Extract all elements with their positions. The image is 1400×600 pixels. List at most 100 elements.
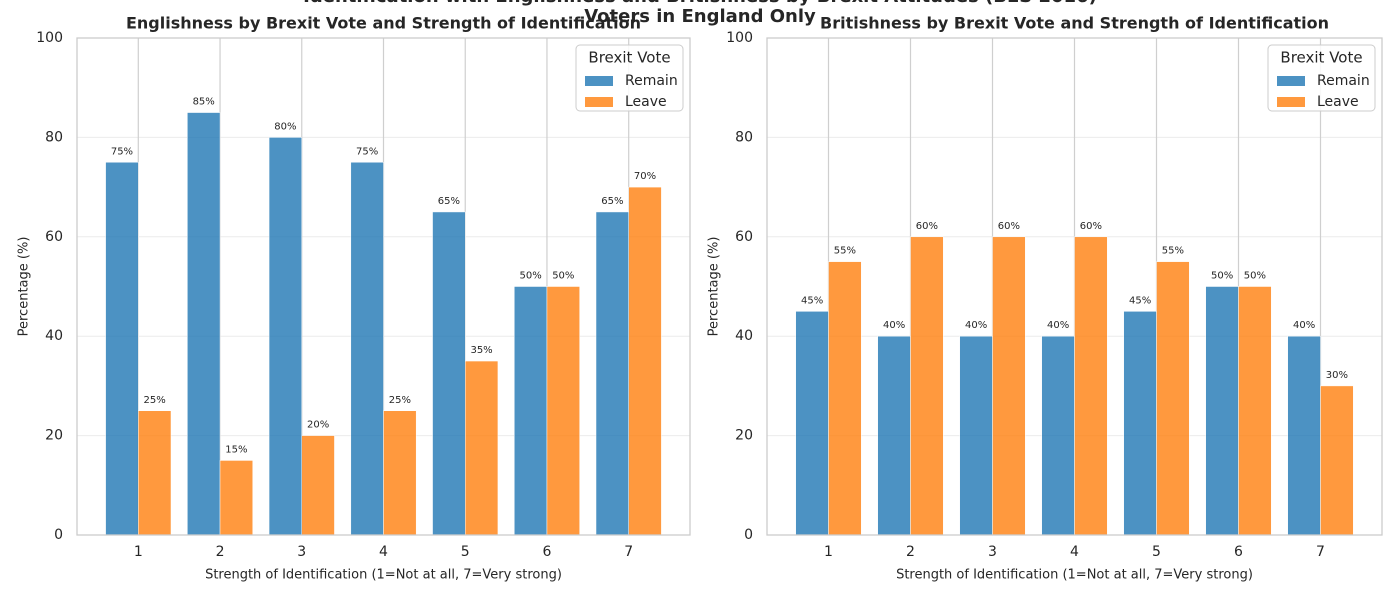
bar (350, 162, 384, 536)
bar (959, 335, 993, 536)
x-tick-label: 3 (988, 544, 997, 560)
value-label: 30% (1326, 370, 1348, 381)
x-tick-label: 4 (1070, 544, 1079, 560)
x-tick-label: 7 (624, 544, 633, 560)
y-tick-label: 0 (54, 527, 63, 543)
bar (877, 335, 911, 536)
plot-frame (766, 37, 1383, 536)
value-label: 45% (801, 295, 823, 306)
bar (187, 112, 221, 536)
bar (1041, 335, 1075, 536)
legend-swatch (585, 97, 613, 107)
bar (1123, 311, 1157, 536)
bar (383, 410, 417, 536)
bar (1320, 385, 1354, 536)
y-tick-label: 0 (744, 527, 753, 543)
value-label: 40% (883, 320, 905, 331)
y-tick-label: 20 (45, 428, 63, 444)
value-label: 15% (225, 444, 247, 455)
x-tick-label: 7 (1316, 544, 1325, 560)
value-label: 80% (274, 121, 296, 132)
x-axis-label: Strength of Identification (1=Not at all… (896, 568, 1253, 583)
y-tick-label: 20 (735, 428, 753, 444)
bar (1287, 335, 1321, 536)
y-tick-label: 80 (735, 129, 753, 145)
legend-swatch (1277, 76, 1305, 86)
value-label: 50% (1244, 271, 1266, 282)
x-tick-label: 3 (297, 544, 306, 560)
legend-label: Remain (1317, 73, 1370, 89)
bar (464, 360, 499, 536)
value-label: 55% (1162, 246, 1184, 257)
y-axis-label: Percentage (%) (17, 237, 32, 337)
x-tick-label: 1 (824, 544, 833, 560)
value-label: 55% (834, 246, 856, 257)
value-label: 50% (1211, 271, 1233, 282)
value-label: 70% (634, 171, 656, 182)
y-tick-label: 80 (45, 129, 63, 145)
bar (1205, 286, 1239, 536)
legend-swatch (585, 76, 613, 86)
value-label: 40% (1047, 320, 1069, 331)
bar (595, 211, 629, 536)
value-label: 75% (111, 146, 133, 157)
value-label: 50% (552, 271, 574, 282)
value-label: 40% (1293, 320, 1315, 331)
y-tick-label: 100 (36, 30, 63, 46)
value-label: 50% (520, 271, 542, 282)
value-label: 65% (601, 196, 623, 207)
figure-title: Identification with Englishness and Brit… (303, 0, 1097, 7)
bar (992, 236, 1026, 536)
x-tick-label: 6 (543, 544, 552, 560)
bar (546, 286, 580, 536)
x-tick-label: 2 (906, 544, 915, 560)
value-label: 60% (916, 221, 938, 232)
legend-label: Leave (625, 94, 667, 110)
value-label: 85% (193, 97, 215, 108)
value-label: 40% (965, 320, 987, 331)
x-tick-label: 5 (461, 544, 470, 560)
x-axis-label: Strength of Identification (1=Not at all… (205, 568, 562, 583)
chart-title: Britishness by Brexit Vote and Strength … (820, 14, 1329, 33)
x-tick-label: 5 (1152, 544, 1161, 560)
bar (910, 236, 944, 536)
x-tick-label: 1 (134, 544, 143, 560)
bar (828, 261, 862, 536)
bar (219, 460, 253, 536)
value-label: 65% (438, 196, 460, 207)
bar (301, 435, 335, 536)
chart-title: Englishness by Brexit Vote and Strength … (126, 14, 641, 33)
y-tick-label: 40 (45, 328, 63, 344)
legend-title: Brexit Vote (1280, 49, 1362, 67)
x-tick-label: 2 (216, 544, 225, 560)
legend-box (575, 44, 684, 112)
value-label: 60% (998, 221, 1020, 232)
value-label: 60% (1080, 221, 1102, 232)
legend-swatch (1277, 97, 1305, 107)
value-label: 45% (1129, 295, 1151, 306)
legend-label: Leave (1317, 94, 1359, 110)
y-tick-label: 60 (735, 229, 753, 245)
y-tick-label: 40 (735, 328, 753, 344)
legend-box (1267, 44, 1376, 112)
bar (432, 211, 466, 536)
x-tick-label: 4 (379, 544, 388, 560)
legend-title: Brexit Vote (588, 49, 670, 67)
legend-label: Remain (625, 73, 678, 89)
value-label: 35% (470, 345, 492, 356)
plot-frame (76, 37, 691, 536)
x-tick-label: 6 (1234, 544, 1243, 560)
bar (1238, 286, 1272, 536)
figure-subtitle: Voters in England Only (584, 6, 816, 27)
bar (1074, 236, 1108, 536)
bar (1156, 261, 1190, 536)
value-label: 20% (307, 420, 329, 431)
y-axis-label: Percentage (%) (707, 237, 722, 337)
bar (138, 410, 172, 536)
bar (795, 311, 829, 536)
bar (105, 162, 139, 536)
bar (628, 186, 662, 536)
value-label: 25% (389, 395, 411, 406)
value-label: 75% (356, 146, 378, 157)
